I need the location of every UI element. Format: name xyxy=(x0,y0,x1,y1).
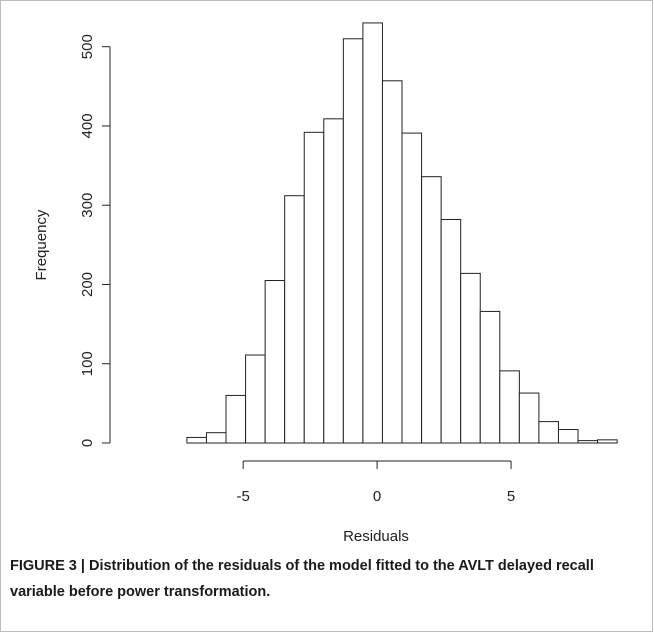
bar xyxy=(499,370,520,444)
bar xyxy=(577,440,599,444)
bar xyxy=(264,280,286,444)
bar xyxy=(401,132,423,444)
x-tick-label: 0 xyxy=(373,488,381,505)
bar xyxy=(421,176,442,444)
caption: FIGURE 3 | Distribution of the residuals… xyxy=(10,558,594,600)
bar xyxy=(381,80,403,444)
bar xyxy=(460,272,481,444)
y-tick-label: 100 xyxy=(79,351,96,376)
bar xyxy=(245,354,266,444)
y-tick-label: 200 xyxy=(79,272,96,297)
y-tick-label: 500 xyxy=(79,34,96,59)
bar xyxy=(479,310,501,444)
x-axis-title: Residuals xyxy=(343,528,409,545)
bar xyxy=(205,432,227,444)
bar xyxy=(518,392,540,444)
y-axis-title: Frequency xyxy=(33,209,50,280)
bar xyxy=(225,394,247,444)
y-tick-label: 400 xyxy=(79,113,96,138)
x-tick-label: -5 xyxy=(236,488,249,505)
bar xyxy=(284,195,305,444)
bar xyxy=(597,439,618,444)
x-tick-label: 5 xyxy=(507,488,515,505)
bar xyxy=(440,218,462,444)
bar xyxy=(557,429,579,444)
y-tick-label: 300 xyxy=(79,193,96,218)
bar xyxy=(303,131,325,444)
bar xyxy=(362,22,383,444)
bar xyxy=(342,38,364,444)
bar xyxy=(186,436,207,444)
y-tick-label: 0 xyxy=(79,439,96,447)
bar xyxy=(538,421,559,444)
bar xyxy=(323,118,344,444)
